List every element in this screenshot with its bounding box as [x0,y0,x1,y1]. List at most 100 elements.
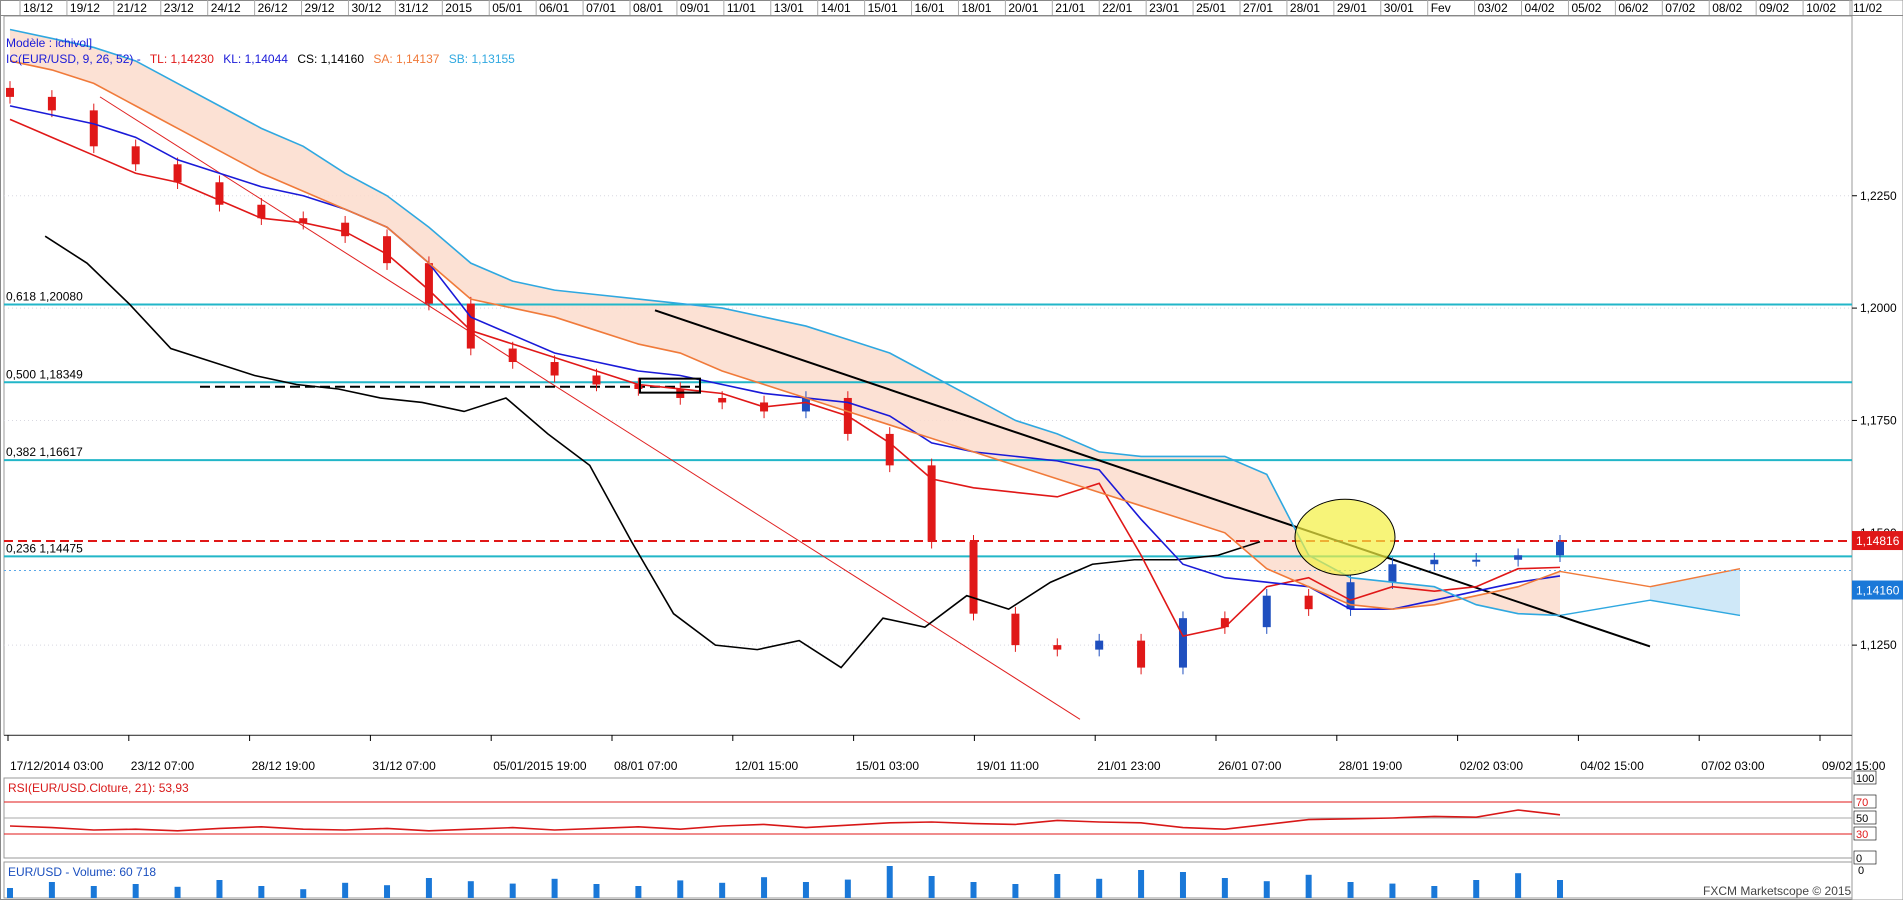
rsi-tick-box [1853,850,1877,865]
top-date-label: 18/12 [23,1,53,15]
top-date-label: 23/12 [164,1,194,15]
volume-bar [551,878,558,898]
candle-body [1304,595,1313,610]
top-date-label: 21/12 [117,1,147,15]
top-date-label: 16/01 [915,1,945,15]
volume-bar [970,882,977,898]
rsi-tick-label: 70 [1856,797,1868,809]
candle-body [299,218,308,223]
volume-bar [7,888,13,898]
volume-bar [300,889,307,898]
volume-bar [844,879,851,898]
kumo-cloud [10,29,1560,616]
top-date-label: 27/01 [1243,1,1273,15]
rsi-tick-box [1853,794,1877,809]
candle-body [47,96,56,111]
annotation-box [639,377,701,394]
candle-body [215,182,224,205]
candle-body [1346,582,1355,610]
kijun-line [9,105,1561,610]
volume-bar [1012,884,1019,898]
volume-bar [48,882,55,898]
volume-bar [1305,874,1312,898]
rsi-tick-label: 50 [1856,813,1868,825]
black-trendline [654,309,1651,648]
top-date-label: 25/01 [1196,1,1226,15]
volume-bar [1179,872,1186,898]
fib-level-label: 0,382 1,16617 [6,445,83,459]
volume-bar [1557,880,1563,898]
candle-body [718,397,727,403]
top-date-label: 13/01 [774,1,804,15]
candle-body [6,87,14,97]
top-date-label: 30/12 [351,1,381,15]
date-tick-label: 07/02 03:00 [1701,759,1765,773]
rsi-tick-box [1853,770,1877,785]
top-date-label: 18/01 [961,1,991,15]
rsi-tick-label: 100 [1856,773,1874,785]
candle-body [592,375,601,385]
date-tick-label: 19/01 11:00 [976,759,1039,773]
price-badge-red-text: 1,14816 [1856,534,1900,548]
indicator-prefix: IC(EUR/USD, 9, 26, 52) - [6,52,141,66]
date-tick-label: 17/12/2014 03:00 [10,759,104,773]
volume-panel [3,861,1853,899]
candle-body [1178,618,1187,668]
volume-bar [384,885,391,898]
top-date-label: 11/01 [727,1,756,15]
top-date-label: 05/02 [1571,1,1601,15]
top-date-label: 03/02 [1478,1,1508,15]
candle-body [1430,559,1439,565]
top-date-label: 22/01 [1102,1,1132,15]
volume-bar [1221,878,1228,898]
date-tick-label: 02/02 03:00 [1460,759,1524,773]
date-tick-label: 26/01 07:00 [1218,759,1282,773]
top-date-label: 10/02 [1806,1,1836,15]
candle-body [424,263,433,304]
candle-body [1011,613,1020,646]
top-date-label: 24/12 [211,1,241,15]
volume-bar [509,883,516,898]
date-tick-label: 31/12 07:00 [372,759,436,773]
sb-value: SB: 1,13155 [448,52,515,66]
volume-bar [216,880,223,898]
price-tick-label: 1,2250 [1860,189,1897,203]
top-date-label: 07/02 [1665,1,1695,15]
candle-body [131,146,140,165]
sa-value: SA: 1,14137 [373,52,440,66]
top-date-label: 07/01 [586,1,616,15]
volume-bar [1515,873,1522,898]
date-tick-label: 21/01 23:00 [1097,759,1161,773]
volume-bar [174,886,181,898]
rsi-tick-label: 30 [1856,829,1868,841]
price-tick-label: 1,1750 [1860,413,1897,427]
candle-body [1137,640,1146,668]
top-date-label: Fev [1431,1,1451,15]
date-tick-label: 28/12 19:00 [252,759,316,773]
volume-bar [1473,880,1480,898]
candle-body [383,236,392,264]
volume-bar [1054,874,1061,898]
volume-bar [1347,882,1354,898]
top-date-label: 29/01 [1337,1,1367,15]
kl-value: KL: 1,14044 [223,52,288,66]
volume-bar [1138,870,1145,898]
rsi-tick-box [1853,826,1877,841]
volume-bar [886,866,893,898]
price-badge-red [1852,531,1903,551]
fib-level-label: 0,618 1,20080 [6,289,83,303]
candle-body [1053,645,1062,650]
chikou-span-line [44,235,1261,669]
candle-body [466,303,475,349]
candle-body [634,384,643,389]
volume-bar [425,878,432,898]
top-date-label: 26/12 [258,1,288,15]
candle-body [1262,595,1271,628]
candle-body [89,110,98,147]
red-trendline [99,96,1081,720]
top-date-label: 19/12 [70,1,100,15]
candle-body [885,433,894,466]
top-date-label: 09/01 [680,1,710,15]
